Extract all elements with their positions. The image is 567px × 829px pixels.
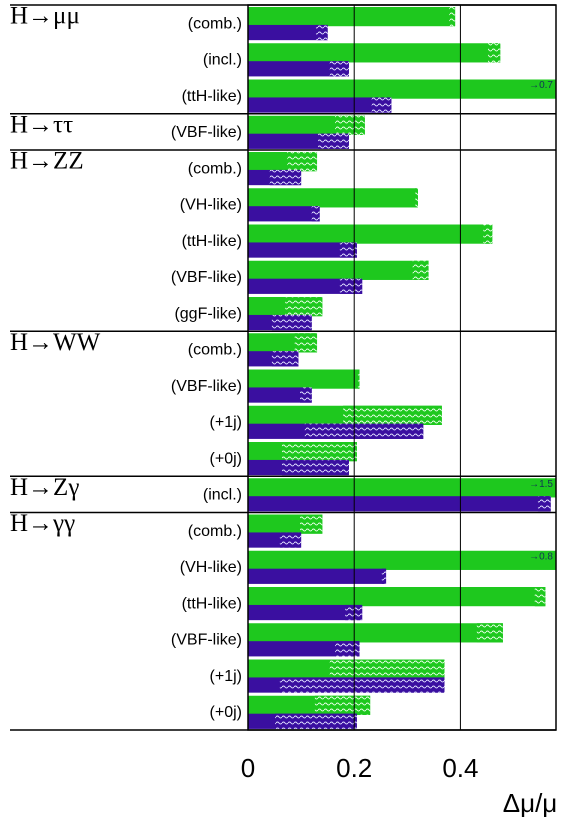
bar-hatch (287, 152, 318, 172)
process-label: H→Zγ (10, 474, 79, 501)
category-label: (VBF-like) (171, 269, 242, 286)
bar-hatch (318, 133, 349, 149)
bar-hatch (357, 369, 360, 389)
category-label: (comb.) (188, 160, 242, 177)
category-label: (incl.) (203, 52, 242, 69)
category-label: (VBF-like) (171, 124, 242, 141)
bar-hatch (371, 97, 392, 113)
bar-hatch (304, 423, 424, 439)
bar (248, 641, 360, 657)
category-label: (ttH-like) (182, 233, 242, 250)
bar-hatch (534, 587, 546, 607)
value-label: →0.8 (529, 551, 553, 562)
category-label: (incl.) (203, 487, 242, 504)
bar (248, 206, 320, 222)
bar-hatch (329, 659, 445, 679)
x-tick-label: 0 (241, 753, 255, 783)
process-label: H→ZZ (10, 148, 84, 175)
bar (248, 587, 546, 607)
bar-hatch (449, 7, 456, 27)
bar (248, 43, 501, 63)
process-label: H→WW (10, 329, 101, 356)
bar (248, 550, 556, 570)
bar (248, 260, 429, 280)
bar (248, 369, 360, 389)
bar-hatch (279, 532, 302, 548)
category-label: (ggF-like) (174, 305, 242, 322)
category-label: (VH-like) (180, 197, 242, 214)
bar (248, 496, 551, 512)
bar (248, 61, 349, 77)
category-label: (comb.) (188, 342, 242, 359)
category-label: (ttH-like) (182, 88, 242, 105)
value-label: →0.7 (529, 80, 553, 91)
bar-hatch (279, 677, 445, 693)
bar-hatch (483, 224, 493, 244)
x-axis-label: Δμ/μ (503, 788, 558, 818)
bar-hatch (335, 115, 365, 135)
bar-hatch (335, 641, 360, 657)
bar-hatch (269, 169, 302, 186)
category-label: (+0j) (210, 704, 242, 721)
bar (248, 278, 363, 294)
process-label: H→ττ (10, 111, 73, 138)
bar (248, 97, 392, 113)
bar-hatch (271, 314, 312, 331)
category-label: (+0j) (210, 450, 242, 467)
process-label: H→μμ (10, 3, 80, 30)
bar-hatch (294, 333, 318, 353)
bar-hatch (300, 514, 323, 534)
bar-hatch (488, 43, 501, 63)
bar (248, 387, 312, 403)
value-label: →1.5 (529, 479, 553, 490)
category-label: (VBF-like) (171, 632, 242, 649)
category-label: (ttH-like) (182, 595, 242, 612)
bar (248, 568, 387, 584)
process-label: H→γγ (10, 510, 75, 537)
bar-hatch (412, 260, 429, 280)
bar-hatch (275, 713, 357, 729)
bar (248, 79, 556, 99)
category-label: (comb.) (188, 15, 242, 32)
bar-hatch (315, 24, 328, 41)
bar-hatch (271, 351, 299, 367)
bar (248, 7, 456, 27)
bar-hatch (381, 568, 387, 584)
bar-hatch (339, 278, 363, 294)
category-label: (comb.) (188, 523, 242, 540)
bar (248, 224, 493, 244)
bar-hatch (314, 695, 371, 715)
bar-hatch (300, 387, 312, 403)
bar-hatch (345, 604, 363, 621)
bar-hatch (343, 405, 442, 425)
bar-hatch (281, 459, 349, 476)
bar (248, 188, 418, 208)
category-label: (VBF-like) (171, 378, 242, 395)
bar (248, 478, 556, 498)
bar-hatch (311, 206, 320, 222)
bar-hatch (329, 61, 349, 77)
bar-hatch (285, 297, 323, 317)
x-tick-label: 0.2 (336, 753, 372, 783)
bar (248, 242, 357, 258)
x-tick-label: 0.4 (442, 753, 478, 783)
category-label: (VH-like) (180, 559, 242, 576)
bar (248, 24, 328, 41)
category-label: (+1j) (210, 668, 242, 685)
bar (248, 604, 363, 621)
bar (248, 623, 503, 643)
bar-hatch (537, 496, 551, 512)
bar-hatch (415, 188, 418, 208)
bar-hatch (339, 242, 357, 258)
category-label: (+1j) (210, 414, 242, 431)
bar-hatch (281, 442, 357, 462)
bar-hatch (476, 623, 503, 643)
